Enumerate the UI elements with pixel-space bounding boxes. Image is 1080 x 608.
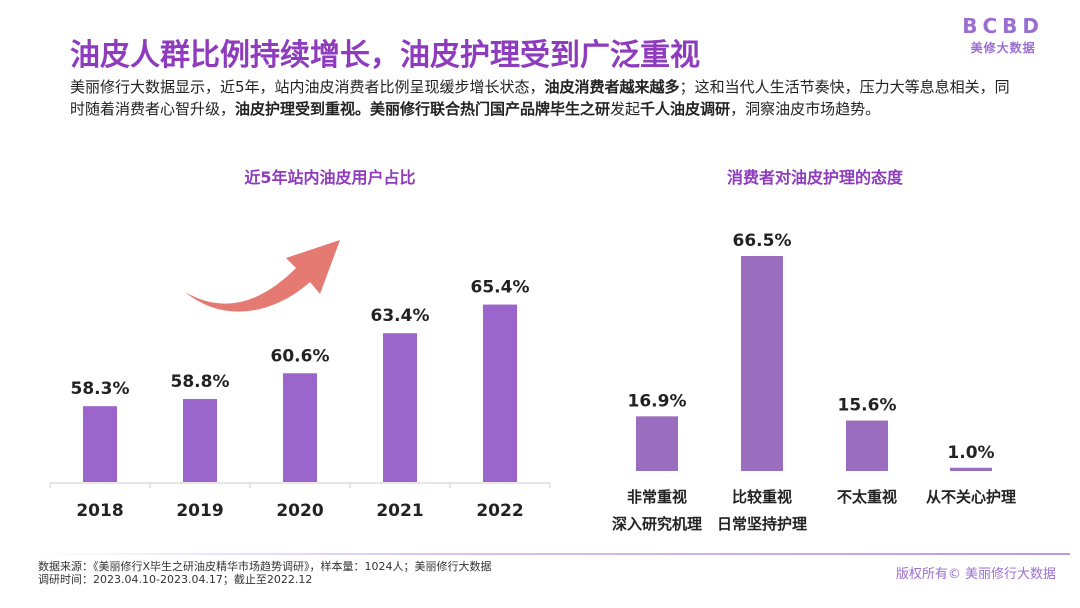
bar-2022 (483, 304, 517, 482)
attitude-category-label-2-0: 不太重视 (837, 488, 897, 506)
bar-2021 (383, 333, 417, 482)
bar-2020 (283, 373, 317, 482)
footer-notes: 数据来源：《美丽修行X毕生之研油皮精华市场趋势调研》，样本量：1024人；美丽修… (38, 560, 492, 586)
bar-value-label-2018: 58.3% (71, 379, 130, 399)
intro-bold-1: 油皮消费者越来越多 (544, 78, 680, 96)
bar-value-label-2020: 60.6% (271, 346, 330, 366)
footer-period: 调研时间：2023.04.10-2023.04.17；截止至2022.12 (38, 573, 313, 586)
intro-bold-3: 千人油皮调研 (640, 100, 731, 118)
intro-bold-2: 油皮护理受到重视。美丽修行联合热门国产品牌毕生之研 (235, 100, 611, 118)
attitude-category-label-0-0: 非常重视 (627, 488, 687, 506)
x-tick-label-2020: 2020 (276, 501, 323, 521)
attitude-value-label-2: 15.6% (838, 396, 897, 416)
attitude-category-label-3-0: 从不关心护理 (926, 488, 1016, 506)
x-tick-label-2022: 2022 (476, 501, 523, 521)
footer-divider (30, 553, 1070, 555)
x-tick-label-2019: 2019 (176, 501, 223, 521)
attitude-bar-3 (950, 467, 992, 471)
logo-subtitle: 美修大数据 (970, 41, 1036, 55)
copyright: 版权所有© 美丽修行大数据 (895, 567, 1056, 582)
attitude-bar-0 (636, 416, 678, 471)
attitude-category-label-1-0: 比较重视 (732, 488, 792, 506)
attitude-value-label-0: 16.9% (628, 391, 687, 411)
bar-value-label-2022: 65.4% (471, 278, 530, 298)
x-tick-label-2021: 2021 (376, 501, 423, 521)
attitude-value-label-3: 1.0% (947, 443, 994, 463)
left-chart-title: 近5年站内油皮用户占比 (244, 168, 416, 187)
intro-text-2: ；这和当代人生活节奏快，压力大等息息相关，同时随着消费者心智升级， (70, 78, 1010, 118)
footer-source: 数据来源：《美丽修行X毕生之研油皮精华市场趋势调研》，样本量：1024人；美丽修… (38, 560, 492, 573)
attitude-bar-2 (846, 420, 888, 471)
intro-text-4: ，洞察油皮市场趋势。 (730, 100, 881, 118)
attitude-category-label-0-1: 深入研究机理 (612, 515, 702, 533)
attitude-value-label-1: 66.5% (733, 231, 792, 251)
bar-2018 (83, 406, 117, 482)
right-chart-title: 消费者对油皮护理的态度 (726, 168, 903, 187)
intro-text-1: 美丽修行大数据显示，近5年，站内油皮消费者比例呈现缓步增长状态， (70, 78, 545, 96)
attitude-category-label-1-1: 日常坚持护理 (717, 515, 807, 533)
brand-logo: BCBD 美修大数据 (962, 14, 1044, 56)
intro-paragraph: 美丽修行大数据显示，近5年，站内油皮消费者比例呈现缓步增长状态，油皮消费者越来越… (70, 76, 1010, 120)
bar-2019 (183, 399, 217, 482)
attitude-bar-1 (741, 256, 783, 471)
bar-value-label-2021: 63.4% (371, 306, 430, 326)
intro-text-3: 发起 (610, 100, 641, 118)
x-tick-label-2018: 2018 (76, 501, 123, 521)
trend-arrow-icon (185, 240, 340, 312)
logo-mark: BCBD (962, 14, 1044, 38)
bar-value-label-2019: 58.8% (171, 372, 230, 392)
page-title: 油皮人群比例持续增长，油皮护理受到广泛重视 (70, 38, 700, 73)
